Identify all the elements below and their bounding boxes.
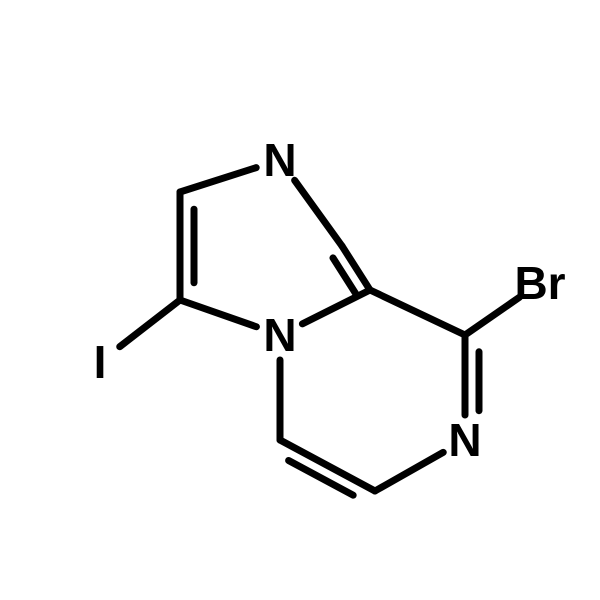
bond bbox=[465, 297, 519, 335]
chemical-structure-diagram: N I N N Br bbox=[0, 0, 600, 600]
atom-label-n: N bbox=[448, 414, 481, 466]
bond bbox=[295, 180, 342, 246]
bond bbox=[302, 290, 370, 324]
atom-label-br: Br bbox=[514, 257, 565, 309]
atom-label-n: N bbox=[263, 309, 296, 361]
bond bbox=[375, 452, 443, 491]
atom-label-n: N bbox=[263, 134, 296, 186]
atom-label-i: I bbox=[94, 336, 107, 388]
bond bbox=[370, 290, 465, 335]
bond bbox=[180, 168, 256, 192]
bond bbox=[120, 300, 180, 347]
bond bbox=[180, 300, 256, 327]
